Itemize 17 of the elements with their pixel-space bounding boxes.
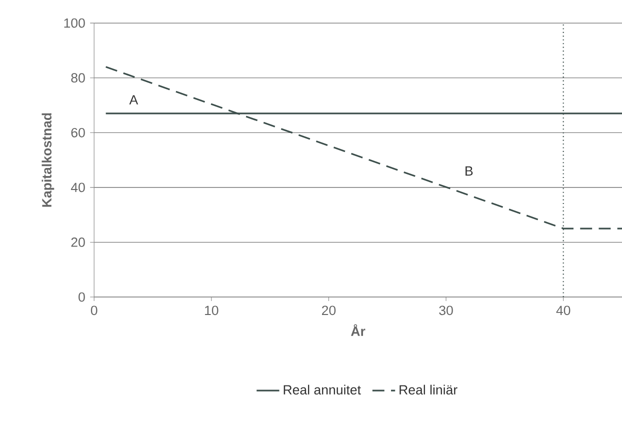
x-tick-label: 20	[322, 306, 336, 316]
y-axis-title: Kapitalkostnad	[42, 113, 54, 207]
annotation: B	[466, 166, 473, 176]
y-tick-label: 100	[64, 18, 85, 28]
y-tick-label: 0	[78, 292, 85, 302]
y-tick-label: 20	[71, 238, 85, 247]
x-tick-label: 30	[439, 306, 453, 316]
x-tick-label: 10	[205, 306, 218, 316]
y-tick-label: 60	[71, 128, 85, 138]
y-tick-label: 80	[71, 73, 85, 83]
legend-label: Real liniär	[400, 384, 458, 395]
y-tick-label: 40	[70, 182, 85, 192]
annotation: A	[129, 95, 138, 104]
x-tick-label: 40	[556, 306, 570, 316]
legend-label: Real annuitet	[284, 384, 361, 395]
x-axis-title: År	[351, 324, 366, 336]
x-tick-label: 0	[90, 306, 98, 316]
